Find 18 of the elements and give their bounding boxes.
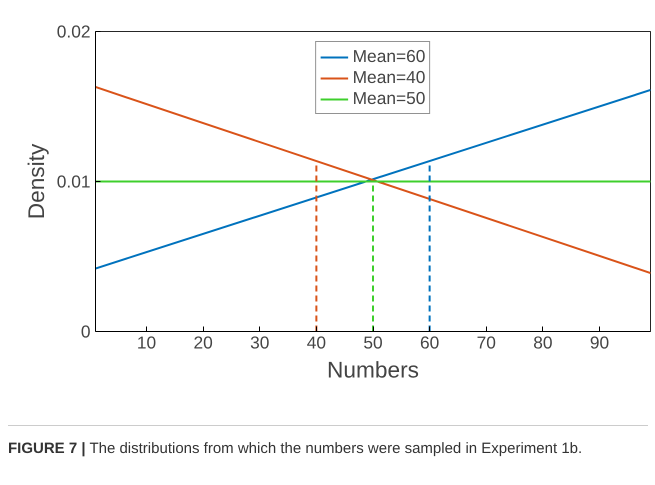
y-tick-label: 0.01 <box>56 172 91 192</box>
x-tick-label: 90 <box>590 332 610 352</box>
x-tick-label: 80 <box>533 332 553 352</box>
x-tick-label: 50 <box>363 332 383 352</box>
x-tick-label: 70 <box>476 332 496 352</box>
legend-label: Mean=40 <box>352 67 426 88</box>
legend-label: Mean=60 <box>352 46 426 67</box>
y-axis-title: Density <box>22 143 49 220</box>
x-tick-label: 20 <box>193 332 213 352</box>
legend-label: Mean=50 <box>352 88 426 109</box>
x-tick-label: 60 <box>420 332 440 352</box>
caption: FIGURE 7 | The distributions from which the numbers were sampled in Experiment 1b. <box>8 439 582 459</box>
x-tick-label: 30 <box>250 332 270 352</box>
x-tick-label: 10 <box>136 332 156 352</box>
x-tick-label: 40 <box>306 332 326 352</box>
y-tick-label: 0.02 <box>56 22 91 42</box>
x-axis-title: Numbers <box>327 356 419 382</box>
y-tick-label: 0 <box>80 322 91 342</box>
